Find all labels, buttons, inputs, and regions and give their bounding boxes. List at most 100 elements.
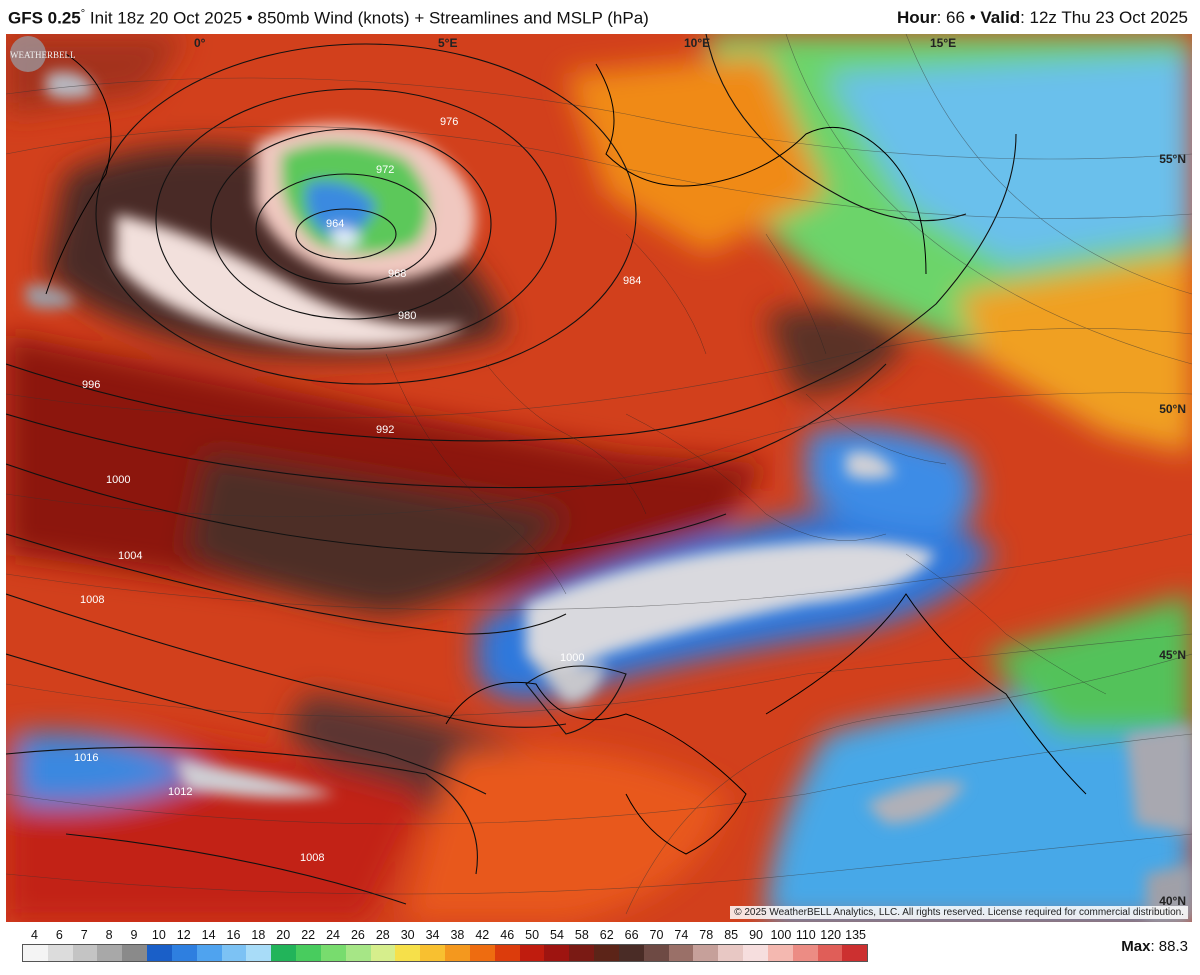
- isobar-label: 976: [440, 116, 459, 128]
- legend-tick-label: 12: [176, 928, 191, 942]
- country-borders: [385, 233, 1107, 695]
- legend-swatch: [494, 945, 520, 961]
- isobar-label: 1000: [560, 652, 585, 664]
- degree-mark: °: [80, 8, 86, 20]
- legend-swatch: [594, 945, 619, 961]
- isobar-label: 1008: [80, 594, 105, 606]
- svg-text:WEATHERBELL: WEATHERBELL: [10, 50, 76, 60]
- legend-tick-label: 74: [674, 928, 689, 942]
- legend-swatch: [544, 945, 570, 961]
- weatherbell-logo: WEATHERBELL: [10, 36, 76, 72]
- separator: •: [246, 8, 253, 28]
- title-left: GFS 0.25° Init 18z 20 Oct 2025 • 850mb W…: [8, 8, 649, 29]
- legend-tick-label: 14: [201, 928, 216, 942]
- legend-swatch: [97, 945, 123, 961]
- legend-tick-label: 4: [30, 928, 38, 942]
- init-time: Init 18z 20 Oct 2025: [89, 8, 243, 28]
- lat-label: 40°N: [1159, 894, 1186, 908]
- legend-tick-label: 18: [251, 928, 266, 942]
- legend-swatch: [296, 945, 321, 961]
- isobar-label: 984: [623, 275, 642, 287]
- wind-field-shading: [6, 34, 1192, 922]
- legend-swatch: [420, 945, 446, 961]
- hour-value: : 66: [936, 8, 965, 27]
- legend-tick-label: 85: [724, 928, 739, 942]
- legend-swatch: [345, 945, 371, 961]
- lat-label: 50°N: [1159, 402, 1186, 416]
- legend-tick-label: 58: [574, 928, 589, 942]
- legend-swatch: [743, 945, 768, 961]
- legend-tick-label: 46: [500, 928, 515, 942]
- legend-tick-label: 16: [226, 928, 241, 942]
- legend-tick-label: 22: [301, 928, 316, 942]
- hour-label: Hour: [896, 8, 937, 27]
- model-name: GFS 0.25: [8, 8, 81, 28]
- legend-tick-label: 10: [151, 928, 166, 942]
- lon-label: 0°: [194, 36, 206, 50]
- isobar-label: 1004: [118, 550, 143, 562]
- legend-swatch: [817, 945, 843, 961]
- wind-detail-shading: [26, 71, 1192, 922]
- legend-swatch: [668, 945, 694, 961]
- legend-tick-label: 135: [845, 928, 866, 942]
- legend-tick-label: 62: [599, 928, 614, 942]
- streamlines: [6, 34, 1192, 915]
- legend-tick-label: 54: [550, 928, 564, 942]
- isobars: [6, 34, 1017, 905]
- legend-swatch: [221, 945, 247, 961]
- legend-swatch: [370, 945, 396, 961]
- legend-tick-label: 28: [375, 928, 390, 942]
- isobar-label: 992: [376, 424, 395, 436]
- legend-color-bar: [22, 944, 868, 962]
- lon-label: 5°E: [438, 36, 458, 50]
- legend-swatch: [196, 945, 222, 961]
- legend-tick-label: 120: [820, 928, 842, 942]
- legend-tick-label: 24: [326, 928, 340, 942]
- isobar-label: 1008: [300, 852, 325, 864]
- legend-swatch: [47, 945, 73, 961]
- legend-swatch: [395, 945, 421, 961]
- max-label: Max: [1121, 938, 1151, 955]
- legend-swatch: [246, 945, 272, 961]
- legend-tick-label: 42: [475, 928, 490, 942]
- isobar-label: 964: [326, 218, 345, 230]
- legend-swatch: [643, 945, 669, 961]
- max-readout: Max: 88.3: [1121, 938, 1188, 955]
- isobar-label: 1012: [168, 786, 193, 798]
- legend-tick-label: 110: [795, 928, 816, 942]
- legend-swatch: [842, 945, 868, 961]
- legend-swatch: [767, 945, 793, 961]
- legend-swatch: [171, 945, 197, 961]
- legend-tick-label: 34: [425, 928, 440, 942]
- legend-tick-label: 38: [450, 928, 465, 942]
- valid-label: Valid: [980, 8, 1021, 27]
- legend-swatch: [792, 945, 818, 961]
- legend-swatch: [147, 945, 172, 961]
- coastlines: [45, 53, 1087, 855]
- legend-tick-label: 6: [55, 928, 63, 942]
- valid-value: : 12z Thu 23 Oct 2025: [1020, 8, 1188, 27]
- legend-tick-label: 30: [400, 928, 415, 942]
- legend-tick-label: 9: [130, 928, 138, 942]
- legend-tick-label: 26: [350, 928, 365, 942]
- wind-map: 976 972 964 968 980 984 996 992 1000 100…: [6, 34, 1192, 922]
- legend-tick-label: 90: [749, 928, 763, 942]
- isobar-label: 1016: [74, 752, 99, 764]
- legend-tick-label: 100: [770, 928, 792, 942]
- lat-label: 55°N: [1159, 152, 1186, 166]
- map-graphic: [6, 34, 1192, 922]
- isobar-label: 1000: [106, 474, 131, 486]
- legend-swatch: [519, 945, 545, 961]
- header-bar: GFS 0.25° Init 18z 20 Oct 2025 • 850mb W…: [0, 0, 1200, 34]
- legend-tick-label: 66: [624, 928, 639, 942]
- legend-swatch: [320, 945, 346, 961]
- product-name: 850mb Wind (knots) + Streamlines and MSL…: [257, 8, 649, 28]
- isobar-label: 980: [398, 310, 417, 322]
- legend-tick-label: 20: [276, 928, 291, 942]
- legend-swatch: [618, 945, 644, 961]
- copyright-notice: © 2025 WeatherBELL Analytics, LLC. All r…: [730, 906, 1188, 919]
- legend-tick-label: 50: [525, 928, 540, 942]
- isobar-label: 968: [388, 268, 407, 280]
- legend-swatch: [469, 945, 495, 961]
- legend-swatch: [693, 945, 719, 961]
